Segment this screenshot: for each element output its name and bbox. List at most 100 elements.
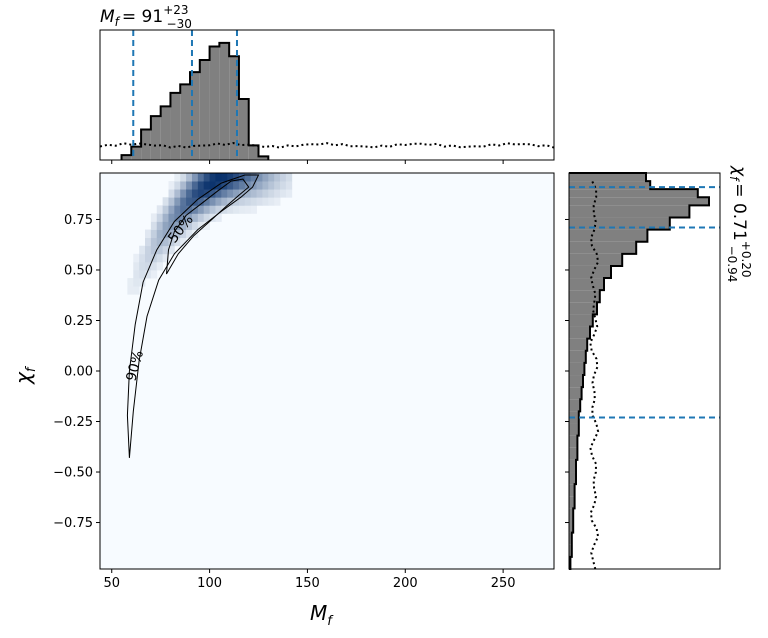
spin-hist-bar bbox=[569, 447, 578, 460]
density-cell bbox=[180, 173, 187, 182]
y-tick-label: 0.25 bbox=[64, 314, 93, 329]
mass-hist-bar bbox=[199, 59, 210, 160]
density-cell bbox=[244, 173, 252, 182]
density-cell bbox=[285, 181, 293, 190]
density-cell bbox=[150, 213, 158, 222]
density-cell bbox=[145, 269, 152, 279]
density-cell bbox=[250, 173, 257, 182]
density-cell bbox=[203, 205, 210, 214]
density-cell bbox=[168, 197, 175, 206]
density-cell bbox=[215, 197, 222, 206]
contour-90 bbox=[126, 174, 260, 458]
marginal-spin-title-plus: +0.20 bbox=[739, 241, 753, 278]
density-cell bbox=[256, 181, 263, 190]
density-cell bbox=[233, 173, 240, 182]
mass-hist-bar bbox=[219, 42, 230, 160]
density-cell bbox=[156, 253, 164, 263]
density-cell bbox=[174, 229, 181, 239]
density-cell bbox=[238, 181, 246, 190]
spin-hist-bar bbox=[569, 290, 600, 303]
density-cell bbox=[280, 173, 287, 182]
density-cell bbox=[162, 237, 169, 247]
density-cell bbox=[145, 253, 152, 263]
density-cell bbox=[274, 197, 281, 206]
density-cell bbox=[150, 229, 158, 239]
marginal-mass-title-plus: +23 bbox=[163, 3, 188, 17]
density-cell bbox=[150, 221, 158, 230]
spin-prior-line bbox=[589, 180, 600, 570]
spin-hist-bar bbox=[569, 241, 637, 254]
marginal-spin-histogram bbox=[569, 172, 720, 570]
mass-prior-line bbox=[99, 141, 555, 149]
x-tick-label: 200 bbox=[393, 576, 418, 591]
density-cell bbox=[285, 189, 293, 198]
marginal-spin-panel: χf= 0.71+0.20−0.94 bbox=[565, 165, 753, 570]
density-cell bbox=[174, 189, 181, 198]
density-cell bbox=[127, 286, 134, 295]
density-cell bbox=[168, 245, 175, 255]
spin-hist-bar bbox=[569, 459, 576, 473]
density-cell bbox=[156, 261, 164, 271]
density-cell bbox=[215, 205, 222, 214]
density-cell bbox=[186, 213, 193, 222]
density-cell bbox=[227, 173, 234, 182]
density-cell bbox=[203, 173, 210, 182]
density-cell bbox=[145, 245, 152, 255]
density-cell bbox=[280, 181, 287, 190]
mass-hist-bar bbox=[248, 145, 259, 160]
density-cell bbox=[180, 205, 187, 214]
density-cell bbox=[215, 213, 222, 222]
x-tick-label: 50 bbox=[103, 576, 120, 591]
density-cell bbox=[162, 253, 169, 263]
mass-hist-bar bbox=[170, 92, 181, 160]
density-cell bbox=[227, 189, 234, 198]
density-cell bbox=[268, 189, 275, 198]
density-cell bbox=[180, 189, 187, 198]
density-cell bbox=[274, 173, 281, 182]
density-cell bbox=[191, 221, 199, 230]
density-cell bbox=[150, 261, 158, 271]
density-cell bbox=[250, 205, 257, 214]
density-cell bbox=[168, 237, 175, 247]
marginal-mass-title-value: = 91 bbox=[122, 7, 163, 27]
marginal-mass-title: Mf = 91+23 −30 bbox=[100, 3, 192, 31]
density-cell bbox=[221, 197, 228, 206]
marginal-mass-ticks bbox=[111, 160, 504, 164]
density-cell bbox=[180, 229, 187, 239]
density-cell bbox=[145, 261, 152, 271]
mass-hist-bar bbox=[190, 72, 200, 160]
spin-hist-bar bbox=[569, 435, 578, 448]
density-cell bbox=[139, 261, 146, 271]
y-axis-label-main: χ bbox=[11, 371, 35, 385]
mass-hist-bar bbox=[209, 46, 220, 160]
marginal-mass-frame bbox=[99, 29, 555, 161]
density-cell bbox=[145, 229, 152, 239]
density-cell bbox=[168, 213, 175, 222]
density-cell bbox=[233, 205, 240, 214]
marginal-mass-panel: Mf = 91+23 −30 bbox=[99, 3, 555, 164]
density-cell bbox=[197, 181, 205, 190]
joint-panel: 50%90% 50 100 150 200 250 −0.75 −0.50 −0.25 0.00… bbox=[11, 172, 555, 629]
spin-hist-outline bbox=[569, 172, 710, 570]
density-cell bbox=[156, 237, 164, 247]
density-cell bbox=[133, 278, 140, 287]
density-cell bbox=[238, 205, 246, 214]
density-cell bbox=[156, 245, 164, 255]
density-cell bbox=[174, 237, 181, 247]
density-cell bbox=[150, 253, 158, 263]
density-cell bbox=[145, 237, 152, 247]
spin-hist-bar bbox=[569, 189, 698, 198]
spin-hist-bar bbox=[569, 173, 646, 182]
mass-hist-outline bbox=[120, 41, 270, 160]
x-tick-label: 250 bbox=[491, 576, 516, 591]
density-cell bbox=[133, 286, 140, 295]
density-cell bbox=[150, 269, 158, 279]
marginal-spin-title: χf= 0.71+0.20−0.94 bbox=[725, 165, 753, 282]
density-cell bbox=[244, 197, 252, 206]
joint-density: 50%90% bbox=[100, 173, 554, 569]
marginal-mass-title-minus: −30 bbox=[167, 17, 192, 31]
density-cell bbox=[191, 181, 199, 190]
contour-50 bbox=[166, 178, 250, 275]
density-cell bbox=[244, 205, 252, 214]
spin-hist-bar bbox=[569, 205, 690, 218]
